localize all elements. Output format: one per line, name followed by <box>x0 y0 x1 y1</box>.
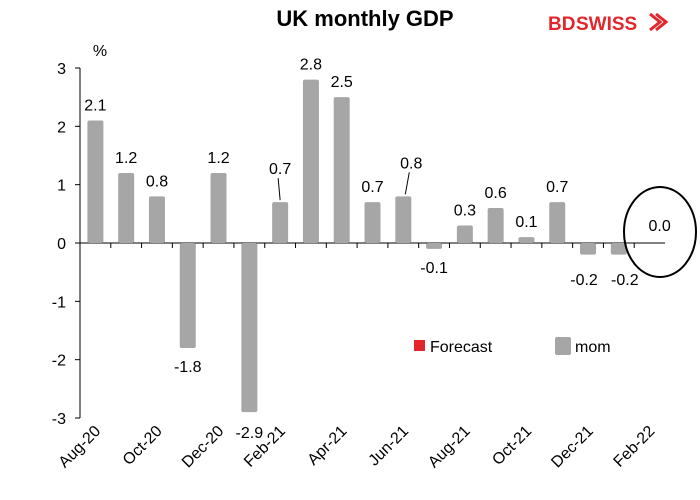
data-label-Aug-21: 0.3 <box>454 203 476 220</box>
bar-Jun-21 <box>395 196 412 243</box>
y-tick-label: 0 <box>57 236 66 253</box>
bar-Oct-20 <box>148 196 165 243</box>
x-tick-label: Feb-22 <box>611 423 659 471</box>
bar-Oct-21 <box>518 237 535 243</box>
logo-text-swiss: SWISS <box>576 14 637 35</box>
legend-label-forecast: Forecast <box>430 339 493 356</box>
x-tick-label: Oct-20 <box>120 423 166 469</box>
data-label-Jan-21: -2.9 <box>236 425 264 442</box>
data-label-Nov-20: -1.8 <box>174 359 202 376</box>
logo-chevron-icon <box>649 12 669 32</box>
bar-Dec-21 <box>580 243 597 255</box>
x-tick-label: Aug-21 <box>425 423 474 472</box>
x-tick-label: Apr-21 <box>305 423 351 469</box>
bar-Nov-20 <box>179 243 196 348</box>
bar-Jan-21 <box>241 243 258 413</box>
data-label-Feb-21: 0.7 <box>269 161 291 178</box>
data-label-Sep-20: 1.2 <box>115 150 137 167</box>
data-label-Mar-21: 2.8 <box>300 57 322 74</box>
data-label-Feb-22: 0.0 <box>648 218 670 235</box>
y-tick-label: 2 <box>57 119 66 136</box>
bar-Jul-21 <box>426 243 443 249</box>
bar-Jan-22 <box>610 243 627 255</box>
y-tick-label: -3 <box>52 411 66 428</box>
data-label-Jun-21: 0.8 <box>400 155 422 172</box>
x-tick-label: Dec-20 <box>179 423 228 472</box>
legend-label-mom: mom <box>575 339 611 356</box>
bar-Sep-20 <box>118 173 135 243</box>
data-label-Apr-21: 2.5 <box>331 74 353 91</box>
data-label-Nov-21: 0.7 <box>546 179 568 196</box>
data-label-Jan-22: -0.2 <box>611 272 639 289</box>
chart-title: UK monthly GDP <box>276 6 453 31</box>
y-axis-label: % <box>93 43 107 60</box>
bar-Mar-21 <box>302 79 319 244</box>
data-label-Dec-20: 1.2 <box>207 150 229 167</box>
x-tick-label: Oct-21 <box>489 423 535 469</box>
data-label-Dec-21: -0.2 <box>570 272 598 289</box>
leader-line <box>404 172 410 195</box>
y-tick-label: -2 <box>52 353 66 370</box>
x-tick-label: Dec-21 <box>548 423 597 472</box>
forecast-highlight-circle <box>623 186 697 278</box>
y-tick-label: -1 <box>52 294 66 311</box>
bar-Nov-21 <box>549 202 566 243</box>
data-label-Aug-20: 2.1 <box>84 98 106 115</box>
y-tick-label: 1 <box>57 178 66 195</box>
bars <box>87 79 627 413</box>
bar-Aug-20 <box>87 120 104 243</box>
data-labels: 2.1 1.2 0.8 -1.8 1.2 -2.9 0.7 2.8 2.5 0.7 0.8 -0.1 0… <box>84 57 671 442</box>
data-label-May-21: 0.7 <box>361 179 383 196</box>
logo-text-bd: BD <box>548 14 575 35</box>
data-label-Sep-21: 0.6 <box>485 185 507 202</box>
bar-Sep-21 <box>487 208 504 243</box>
data-label-Oct-21: 0.1 <box>515 214 537 231</box>
x-tick-label: Aug-20 <box>56 423 105 472</box>
data-label-Jul-21: -0.1 <box>420 260 448 277</box>
y-tick-label: 3 <box>57 61 66 78</box>
x-tick-label: Jun-21 <box>366 423 413 470</box>
legend: Forecast mom <box>414 337 611 356</box>
legend-swatch-forecast <box>414 340 425 351</box>
bar-Feb-21 <box>272 202 289 243</box>
bar-Dec-20 <box>210 173 227 243</box>
legend-swatch-mom <box>555 337 571 355</box>
data-label-Oct-20: 0.8 <box>146 173 168 190</box>
leader-line <box>277 178 281 201</box>
brand-logo: BD SWISS <box>548 12 669 35</box>
bar-Apr-21 <box>333 97 350 244</box>
bar-May-21 <box>364 202 381 243</box>
bar-Aug-21 <box>456 225 473 243</box>
